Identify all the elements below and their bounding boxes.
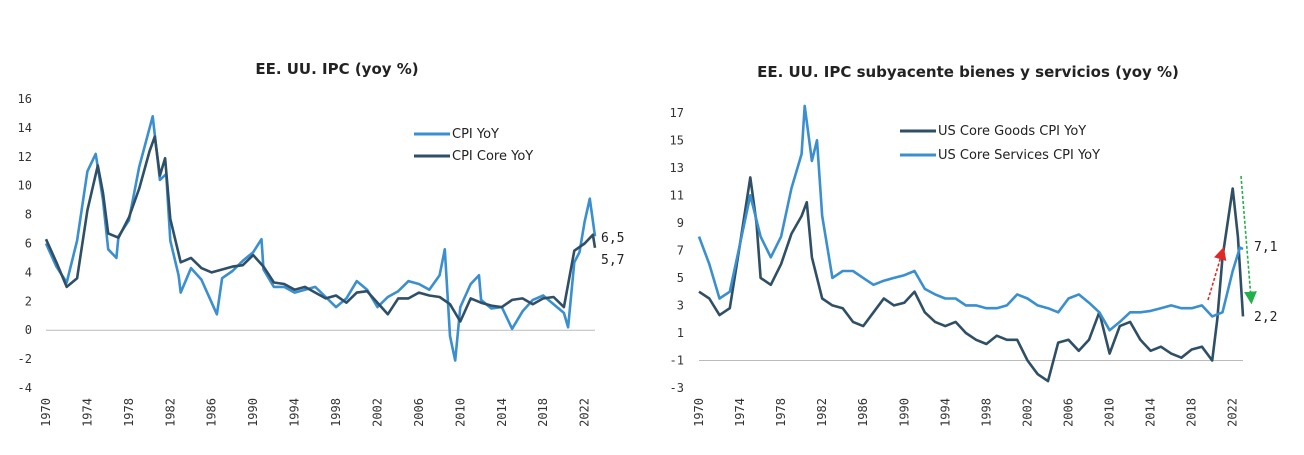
x-tick-label: 2006 xyxy=(1062,398,1076,427)
series-lines xyxy=(44,115,597,362)
x-tick-label: 1978 xyxy=(774,398,788,427)
x-axis: 1970 1974 1978 1982 1986 1990 1994 1998 2002 2006… xyxy=(39,398,592,427)
x-tick-label: 2010 xyxy=(453,398,467,427)
y-tick-label: 14 xyxy=(18,121,32,135)
x-tick-label: 2018 xyxy=(536,398,550,427)
x-tick-label: 2002 xyxy=(370,398,384,427)
y-tick-label: 11 xyxy=(670,188,684,202)
end-label-cpi: 6,5 xyxy=(601,231,624,246)
y-axis: -4 -2 0 2 4 6 8 10 12 14 16 xyxy=(18,92,32,395)
x-tick-label: 2022 xyxy=(1226,398,1240,427)
x-tick-label: 2018 xyxy=(1185,398,1199,427)
legend-label-cpi: CPI YoY xyxy=(452,127,499,142)
x-tick-label: 1974 xyxy=(733,398,747,427)
y-tick-label: 0 xyxy=(25,323,32,337)
chart-title: EE. UU. IPC (yoy %) xyxy=(255,60,418,78)
end-label-services: 7,1 xyxy=(1254,240,1277,255)
x-tick-label: 1982 xyxy=(163,398,177,427)
x-axis: 1970 1974 1978 1982 1986 1990 1994 1998 2002 2006… xyxy=(692,398,1240,427)
legend-label-core: CPI Core YoY xyxy=(452,149,533,164)
y-tick-label: 17 xyxy=(670,106,684,120)
rise-arrow xyxy=(1207,246,1227,301)
x-tick-label: 1978 xyxy=(122,398,136,427)
x-tick-label: 2022 xyxy=(578,398,592,427)
y-tick-label: 1 xyxy=(677,326,684,340)
y-tick-label: 4 xyxy=(25,265,32,279)
series-line-b xyxy=(44,135,597,323)
y-tick-label: 8 xyxy=(25,208,32,222)
legend-label-goods: US Core Goods CPI YoY xyxy=(938,124,1086,139)
y-tick-label: 13 xyxy=(670,161,684,175)
x-tick-label: 2010 xyxy=(1103,398,1117,427)
end-label-core: 5,7 xyxy=(601,253,624,268)
y-tick-label: 2 xyxy=(25,294,32,308)
chart-title: EE. UU. IPC subyacente bienes y servicio… xyxy=(757,63,1179,81)
x-tick-label: 1974 xyxy=(80,398,94,427)
y-tick-label: 6 xyxy=(25,237,32,251)
end-label-goods: 2,2 xyxy=(1254,310,1277,325)
fall-arrow xyxy=(1240,175,1257,305)
x-tick-label: 1970 xyxy=(39,398,53,427)
x-tick-label: 2006 xyxy=(412,398,426,427)
x-tick-label: 1994 xyxy=(938,398,952,427)
y-tick-label: -4 xyxy=(18,381,32,395)
x-tick-label: 1986 xyxy=(856,398,870,427)
y-tick-label: 12 xyxy=(18,150,32,164)
series-line-b xyxy=(697,104,1244,332)
legend: CPI YoY CPI Core YoY xyxy=(414,127,533,164)
x-tick-label: 2002 xyxy=(1020,398,1034,427)
legend-label-services: US Core Services CPI YoY xyxy=(938,148,1100,163)
y-tick-label: 15 xyxy=(670,133,684,147)
x-tick-label: 1982 xyxy=(815,398,829,427)
y-tick-label: 7 xyxy=(677,243,684,257)
y-tick-label: 16 xyxy=(18,92,32,106)
legend: US Core Goods CPI YoY US Core Services C… xyxy=(900,124,1100,163)
x-tick-label: 1970 xyxy=(692,398,706,427)
y-tick-label: 5 xyxy=(677,271,684,285)
series-lines xyxy=(697,104,1245,383)
y-tick-label: -1 xyxy=(670,353,684,367)
series-line-a xyxy=(698,176,1245,383)
x-tick-label: 1990 xyxy=(897,398,911,427)
x-tick-label: 2014 xyxy=(495,398,509,427)
y-tick-label: -3 xyxy=(670,381,684,395)
y-tick-label: -2 xyxy=(18,352,32,366)
y-tick-label: 9 xyxy=(677,216,684,230)
series-line-a xyxy=(44,115,597,362)
y-tick-label: 3 xyxy=(677,298,684,312)
x-tick-label: 1990 xyxy=(246,398,260,427)
x-tick-label: 1998 xyxy=(329,398,343,427)
x-tick-label: 1998 xyxy=(979,398,993,427)
x-tick-label: 2014 xyxy=(1144,398,1158,427)
y-tick-label: 10 xyxy=(18,179,32,193)
x-tick-label: 1994 xyxy=(288,398,302,427)
core-goods-services-chart: EE. UU. IPC subyacente bienes y servicio… xyxy=(670,63,1278,427)
x-tick-label: 1986 xyxy=(205,398,219,427)
cpi-chart: EE. UU. IPC (yoy %) -4 -2 0 2 4 6 8 10 12 14 16 19… xyxy=(18,60,625,427)
